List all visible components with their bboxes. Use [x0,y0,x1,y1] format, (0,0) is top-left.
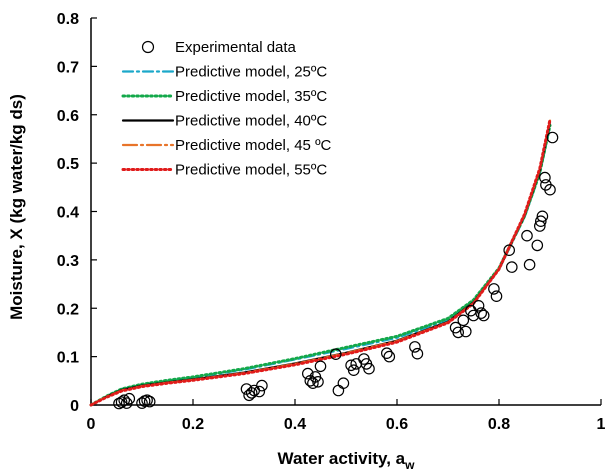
y-tick-label: 0 [70,398,79,415]
x-tick-label: 1 [597,416,606,433]
data-point [536,210,549,223]
model-line-5 [89,118,552,407]
data-point [256,379,268,392]
data-point [123,392,136,405]
legend: Experimental data Predictive model, 25ºC P… [121,39,332,179]
data-point [490,290,503,302]
legend-label: Predictive model, 45 ºC [175,137,332,154]
data-point [380,347,393,359]
legend-label: Predictive model, 25ºC [175,64,327,81]
y-tick-label: 0.8 [57,11,79,28]
data-point [363,362,375,375]
data-point [143,395,156,408]
data-point [332,384,345,397]
data-point [307,377,319,389]
y-tick-label: 0.4 [57,205,79,222]
x-tick-label: 0 [87,416,96,433]
experimental-points [113,131,559,410]
data-point [329,348,342,360]
data-point [245,387,258,399]
y-tick-label: 0.6 [57,108,79,125]
data-point [115,396,128,408]
data-point [253,385,266,398]
x-tick-label: 0.4 [284,416,306,433]
y-axis-title: Moisture, X (kg water/kg ds) [7,94,26,320]
data-point [544,183,556,196]
y-tick-label: 0.7 [57,59,79,76]
data-point [312,375,324,388]
data-point [505,261,518,273]
data-point [452,326,464,339]
legend-marker [141,40,155,54]
data-point [539,171,551,184]
data-point [503,244,515,256]
y-tick-label: 0.2 [57,301,79,318]
y-tick-label: 0.1 [57,350,79,367]
data-point [141,394,153,406]
x-tick-label: 0.6 [386,416,408,433]
data-point [409,341,421,353]
data-point [301,367,314,380]
data-point [347,364,360,376]
model-lines [89,118,552,407]
data-point [472,299,485,312]
data-point [477,309,490,322]
tick-labels: 0 0.1 0.2 0.3 0.4 0.5 0.6 0.7 0.8 0 0.2 0.4 0.6 0.8 1 [57,11,606,433]
x-axis-title: Water activity, aw [278,449,416,469]
legend-label: Predictive model, 55ºC [175,162,327,179]
y-tick-label: 0.3 [57,253,79,270]
legend-label: Predictive model, 35ºC [175,88,327,105]
legend-label: Experimental data [175,39,297,56]
legend-label: Predictive model, 40ºC [175,113,327,130]
data-point [475,307,487,319]
data-point [546,131,559,144]
data-point [534,215,547,227]
data-point [383,350,396,363]
data-point [531,239,544,252]
data-point [118,394,130,406]
data-point [488,283,500,295]
data-point [411,347,424,360]
x-tick-label: 0.8 [488,416,510,433]
data-point [457,314,470,327]
data-point [459,325,472,338]
x-tick-label: 0.2 [182,416,204,433]
y-tick-label: 0.5 [57,156,79,173]
data-point [521,229,533,242]
data-point [337,377,350,389]
data-point [314,360,327,373]
data-point [523,258,536,271]
